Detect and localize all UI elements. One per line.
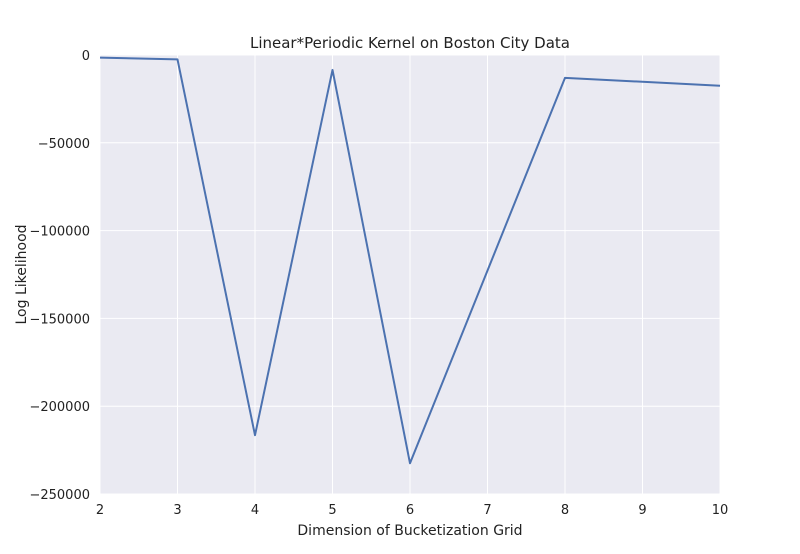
- y-tick-label: −150000: [29, 312, 90, 327]
- x-tick-label: 4: [251, 503, 259, 518]
- x-tick-label: 5: [328, 503, 336, 518]
- x-tick-labels: 2 3 4 5 6 7 8 9 10: [96, 503, 728, 518]
- x-tick-label: 2: [96, 503, 104, 518]
- y-tick-label: −250000: [29, 488, 90, 503]
- y-tick-labels: 0 −50000 −100000 −150000 −200000 −250000: [29, 49, 90, 503]
- x-tick-label: 6: [406, 503, 414, 518]
- y-axis-label: Log Likelihood: [14, 224, 30, 324]
- series-layer: [99, 56, 721, 465]
- x-tick-label: 9: [638, 503, 646, 518]
- x-tick-label: 7: [483, 503, 491, 518]
- x-tick-label: 8: [561, 503, 569, 518]
- series-line: [99, 56, 721, 465]
- y-tick-label: 0: [82, 49, 90, 64]
- y-tick-label: −200000: [29, 400, 90, 415]
- y-tick-label: −100000: [29, 225, 90, 240]
- x-tick-label: 10: [712, 503, 729, 518]
- grid: [99, 54, 721, 495]
- chart-title: Linear*Periodic Kernel on Boston City Da…: [250, 34, 570, 52]
- x-tick-label: 3: [173, 503, 181, 518]
- y-tick-label: −50000: [38, 137, 90, 152]
- x-axis-label: Dimension of Bucketization Grid: [297, 523, 522, 539]
